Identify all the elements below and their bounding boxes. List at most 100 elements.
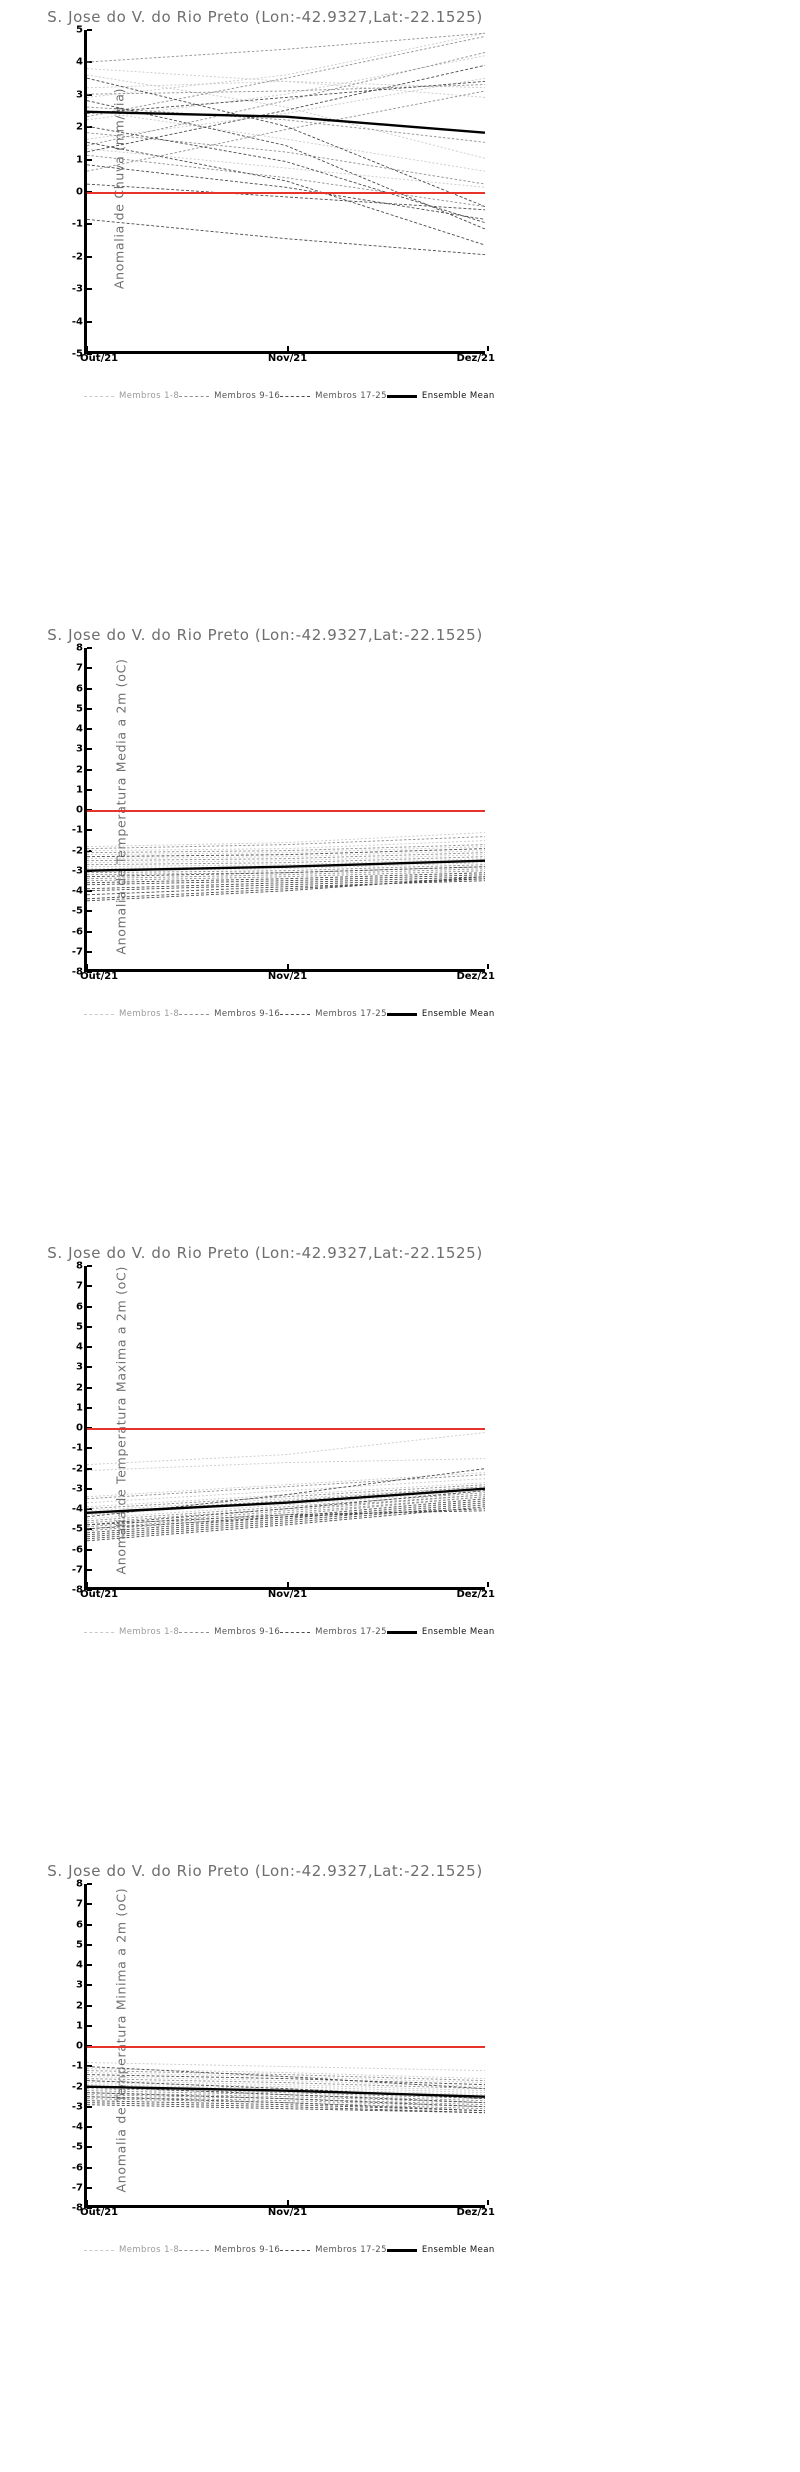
legend-item[interactable]: Membros 1-8 — [84, 1627, 179, 1637]
member-line — [87, 864, 485, 874]
legend-swatch-icon — [386, 394, 417, 398]
legend-swatch-icon — [84, 1013, 114, 1015]
x-tick-mark — [286, 964, 289, 969]
series-canvas — [87, 2062, 485, 2114]
y-tick-mark — [87, 707, 92, 710]
member-line — [87, 2088, 485, 2100]
legend-label: Membros 9-16 — [214, 1627, 281, 1637]
legend-item[interactable]: Ensemble Mean — [386, 2245, 495, 2255]
y-tick-mark — [87, 93, 92, 96]
x-tick-mark — [86, 346, 88, 351]
y-tick-label: 1 — [76, 1402, 83, 1414]
x-tick-label: Out/21 — [80, 971, 119, 982]
y-tick-label: 7 — [76, 662, 83, 674]
y-tick-mark — [87, 1528, 92, 1531]
plot-area: Anomalia de Temperatura Maxima a 2m (oC)… — [0, 1261, 530, 1792]
y-tick-label: 5 — [76, 1939, 83, 1951]
legend-item[interactable]: Ensemble Mean — [386, 1009, 495, 1019]
legend-item[interactable]: Membros 17-25 — [280, 1009, 387, 1019]
legend-swatch-icon — [280, 395, 311, 397]
legend-swatch-icon — [280, 2249, 311, 2251]
member-line — [87, 1486, 485, 1514]
y-tick-mark — [87, 1487, 92, 1490]
legend-item[interactable]: Membros 9-16 — [179, 1627, 280, 1637]
y-tick-mark — [87, 320, 92, 323]
y-tick-label: -5 — [71, 348, 83, 360]
y-tick-mark — [87, 788, 92, 791]
member-line — [87, 2080, 485, 2092]
member-line — [87, 878, 485, 892]
member-line — [87, 844, 485, 854]
member-line — [87, 832, 485, 848]
y-tick-mark — [87, 1589, 92, 1591]
y-tick-mark — [87, 1964, 92, 1966]
member-line — [87, 2078, 485, 2090]
y-tick-label: -5 — [71, 1523, 83, 1535]
y-tick-label: -4 — [71, 316, 83, 328]
legend-item[interactable]: Membros 17-25 — [280, 2245, 387, 2255]
y-tick-mark — [87, 288, 92, 291]
zero-reference-line — [87, 1428, 485, 1430]
member-line — [87, 2096, 485, 2108]
legend-item[interactable]: Membros 17-25 — [280, 391, 387, 401]
member-line — [87, 80, 485, 89]
y-tick-label: 2 — [76, 764, 83, 775]
legend-label: Ensemble Mean — [421, 1009, 495, 1019]
legend-item[interactable]: Ensemble Mean — [386, 391, 495, 401]
y-tick-label: -2 — [71, 251, 83, 263]
member-line — [87, 840, 485, 852]
legend-label: Membros 17-25 — [315, 1009, 387, 1019]
legend-item[interactable]: Ensemble Mean — [386, 1627, 495, 1637]
member-line — [87, 2068, 485, 2080]
member-line — [87, 1508, 485, 1530]
member-line — [87, 1484, 485, 1510]
member-line — [87, 2070, 485, 2082]
y-tick-mark — [87, 2004, 92, 2007]
y-tick-label: -4 — [71, 1503, 83, 1515]
legend-item[interactable]: Membros 9-16 — [179, 1009, 280, 1019]
y-tick-label: -8 — [71, 2202, 83, 2214]
member-line — [87, 854, 485, 864]
series-canvas — [87, 32, 485, 256]
member-line — [87, 90, 485, 172]
member-line — [87, 1510, 485, 1526]
y-tick-label: 3 — [76, 1361, 83, 1373]
y-tick-mark — [87, 61, 92, 64]
member-line — [87, 2096, 485, 2112]
y-tick-label: 0 — [76, 804, 83, 816]
y-tick-label: -2 — [71, 845, 83, 856]
member-line — [87, 1506, 485, 1542]
y-tick-label: 8 — [76, 1878, 83, 1890]
y-tick-label: 1 — [76, 2020, 83, 2032]
legend-item[interactable]: Membros 9-16 — [179, 391, 280, 401]
y-tick-label: 8 — [76, 642, 83, 654]
chart-panel-1: S. Jose do V. do Rio Preto (Lon:-42.9327… — [0, 0, 800, 618]
legend-label: Membros 1-8 — [119, 391, 180, 401]
y-tick-label: 0 — [76, 2040, 83, 2052]
x-tick-label: Dez/21 — [456, 1589, 495, 1600]
y-tick-mark — [87, 1923, 92, 1926]
y-tick-mark — [87, 1325, 92, 1328]
axis-frame: Anomalia de Temperatura Media a 2m (oC) 8… — [72, 643, 495, 983]
y-tick-mark — [87, 1346, 92, 1348]
y-tick-label: -6 — [71, 1544, 83, 1555]
y-tick-label: 4 — [76, 56, 83, 68]
member-line — [87, 2074, 485, 2086]
x-tick-label: Nov/21 — [267, 2207, 308, 2218]
member-line — [87, 1494, 485, 1524]
y-tick-mark — [87, 930, 92, 933]
member-line — [87, 218, 485, 256]
x-tick-mark — [86, 964, 88, 969]
x-tick-label: Nov/21 — [267, 1589, 308, 1600]
plot-area: Anomalia de Temperatura Minima a 2m (oC)… — [0, 1878, 530, 2410]
legend-item[interactable]: Membros 17-25 — [280, 1627, 387, 1637]
member-line — [87, 164, 485, 220]
legend-item[interactable]: Membros 1-8 — [84, 2245, 179, 2255]
y-tick-label: -5 — [71, 2141, 83, 2153]
legend-item[interactable]: Membros 1-8 — [84, 391, 179, 401]
y-tick-mark — [87, 748, 92, 751]
y-tick-label: -1 — [71, 218, 83, 230]
legend-item[interactable]: Membros 1-8 — [84, 1009, 179, 1019]
legend-item[interactable]: Membros 9-16 — [179, 2245, 280, 2255]
member-line — [87, 64, 485, 153]
